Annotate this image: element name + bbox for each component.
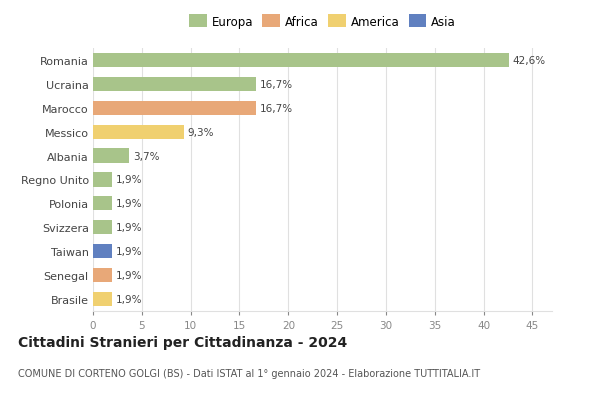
- Text: 3,7%: 3,7%: [133, 151, 160, 161]
- Text: 1,9%: 1,9%: [115, 199, 142, 209]
- Text: 1,9%: 1,9%: [115, 246, 142, 256]
- Text: 1,9%: 1,9%: [115, 270, 142, 280]
- Bar: [93, 149, 129, 163]
- Bar: [93, 125, 184, 139]
- Bar: [93, 101, 256, 116]
- Bar: [93, 268, 112, 282]
- Bar: [93, 197, 112, 211]
- Text: 16,7%: 16,7%: [260, 80, 293, 90]
- Text: 16,7%: 16,7%: [260, 103, 293, 114]
- Bar: [93, 292, 112, 306]
- Bar: [93, 244, 112, 258]
- Bar: [93, 78, 256, 92]
- Text: 9,3%: 9,3%: [188, 127, 214, 137]
- Text: Cittadini Stranieri per Cittadinanza - 2024: Cittadini Stranieri per Cittadinanza - 2…: [18, 335, 347, 349]
- Text: 1,9%: 1,9%: [115, 175, 142, 185]
- Legend: Europa, Africa, America, Asia: Europa, Africa, America, Asia: [187, 13, 458, 31]
- Bar: [93, 173, 112, 187]
- Text: COMUNE DI CORTENO GOLGI (BS) - Dati ISTAT al 1° gennaio 2024 - Elaborazione TUTT: COMUNE DI CORTENO GOLGI (BS) - Dati ISTA…: [18, 368, 480, 378]
- Text: 1,9%: 1,9%: [115, 222, 142, 233]
- Bar: [93, 220, 112, 235]
- Text: 42,6%: 42,6%: [513, 56, 546, 66]
- Text: 1,9%: 1,9%: [115, 294, 142, 304]
- Bar: [93, 54, 509, 68]
